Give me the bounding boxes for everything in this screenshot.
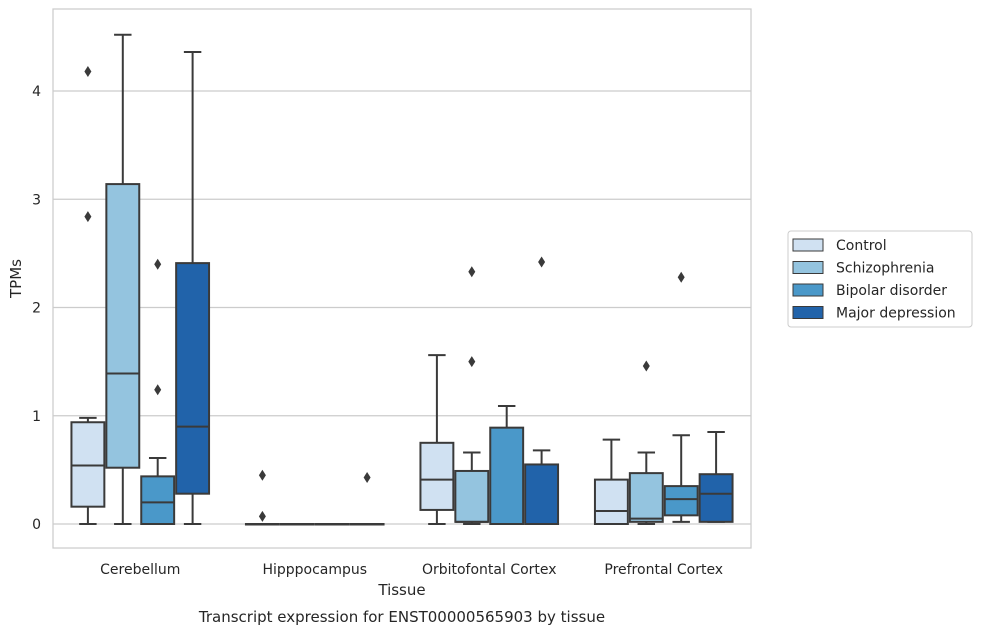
outlier-point xyxy=(642,360,650,372)
box xyxy=(663,271,699,523)
x-tick-label: Orbitofontal Cortex xyxy=(422,562,557,578)
outlier-point xyxy=(677,271,685,283)
box xyxy=(105,33,141,525)
x-tick-label: Cerebellum xyxy=(100,562,180,578)
box-body xyxy=(419,441,455,511)
category-group xyxy=(593,271,734,525)
outlier-point xyxy=(468,356,476,368)
box-body xyxy=(140,475,176,525)
category-group xyxy=(419,256,560,525)
legend-item: Major depression xyxy=(792,306,956,322)
y-tick-label: 2 xyxy=(32,301,41,317)
box-body xyxy=(454,469,490,523)
outlier-point xyxy=(363,471,371,483)
legend-swatch xyxy=(792,306,824,319)
box xyxy=(628,360,664,525)
box xyxy=(524,256,560,525)
plot-frame xyxy=(52,8,752,549)
y-tick-label: 3 xyxy=(32,192,41,208)
legend-label: Bipolar disorder xyxy=(836,283,947,299)
box xyxy=(454,266,490,525)
legend-swatch xyxy=(792,261,824,274)
box xyxy=(175,51,211,525)
y-tick-label: 0 xyxy=(32,517,41,533)
box-body xyxy=(524,463,560,525)
box xyxy=(593,438,629,525)
legend-swatch xyxy=(792,283,824,297)
outlier-point xyxy=(468,266,476,278)
category-group xyxy=(70,33,211,525)
legend-item: Bipolar disorder xyxy=(792,283,947,299)
box xyxy=(279,523,315,526)
chart-caption: Transcript expression for ENST0000056590… xyxy=(198,608,605,626)
box-body xyxy=(105,183,141,469)
y-tick-label: 1 xyxy=(32,409,41,425)
box-body xyxy=(698,473,734,523)
box-body xyxy=(628,472,664,523)
box xyxy=(698,430,734,523)
legend-frame xyxy=(787,230,973,328)
legend-item: Schizophrenia xyxy=(792,261,934,277)
legend-label: Schizophrenia xyxy=(836,261,934,277)
outlier-point xyxy=(154,384,162,396)
y-tick-labels: 0 1 2 3 4 xyxy=(32,84,41,533)
box xyxy=(314,523,350,526)
box xyxy=(70,66,106,525)
x-tick-label: Hipppocampus xyxy=(262,562,367,578)
legend-swatch xyxy=(792,238,824,252)
legend-label: Control xyxy=(836,238,887,254)
box-body xyxy=(663,485,699,517)
x-axis-label: Tissue xyxy=(377,581,425,599)
box-body xyxy=(593,478,629,525)
box xyxy=(244,469,280,526)
outlier-point xyxy=(154,258,162,270)
outlier-point xyxy=(258,510,266,522)
box xyxy=(349,471,385,526)
box xyxy=(489,405,525,525)
box-groups xyxy=(70,33,734,526)
x-tick-labels: Cerebellum Hipppocampus Orbitofontal Corte… xyxy=(100,562,723,578)
outlier-point xyxy=(84,66,92,78)
box xyxy=(140,258,176,525)
y-tick-label: 4 xyxy=(32,84,41,100)
legend-label: Major depression xyxy=(836,306,956,322)
box xyxy=(419,354,455,525)
x-tick-label: Prefrontal Cortex xyxy=(604,562,723,578)
box-body xyxy=(175,262,211,495)
y-gridlines xyxy=(53,90,751,525)
outlier-point xyxy=(258,469,266,481)
box-body xyxy=(70,421,106,508)
outlier-point xyxy=(84,211,92,223)
y-axis-label: TPMs xyxy=(7,259,25,299)
category-group xyxy=(244,469,385,526)
outlier-point xyxy=(538,256,546,268)
legend: Control Schizophrenia Bipolar disorder Majo… xyxy=(787,230,973,328)
box-body xyxy=(489,426,525,525)
legend-item: Control xyxy=(792,238,887,254)
